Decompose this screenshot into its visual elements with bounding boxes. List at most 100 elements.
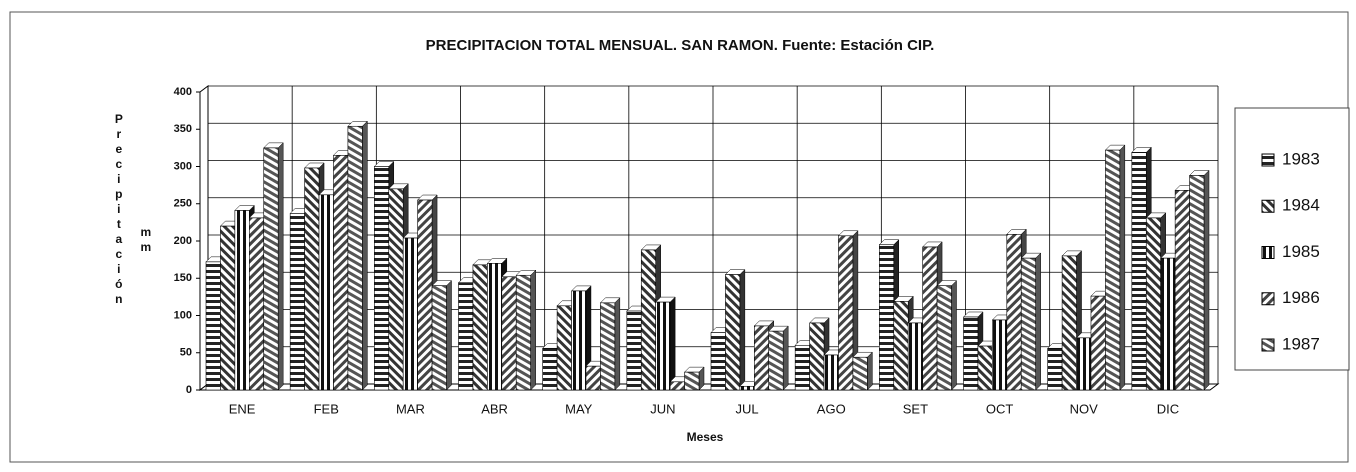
legend-swatch (1261, 338, 1275, 352)
bar-front (501, 276, 517, 391)
bar-front (472, 264, 488, 391)
legend-label: 1987 (1282, 334, 1320, 353)
x-tick-label: SET (903, 401, 928, 416)
bar-front (304, 167, 320, 391)
bar-front (626, 310, 642, 391)
x-tick-label: OCT (986, 401, 1014, 416)
legend-swatch (1261, 246, 1275, 259)
bar (852, 351, 873, 391)
bar-side (739, 268, 746, 391)
bar-front (739, 385, 755, 391)
bar-front (725, 274, 741, 391)
bar-side (782, 325, 789, 391)
bar-side (951, 280, 957, 391)
bar-front (1145, 217, 1162, 391)
bar-front (585, 365, 601, 391)
legend-label: 1984 (1282, 196, 1320, 215)
bar-side (446, 280, 452, 391)
bar-front (922, 246, 938, 391)
y-tick-label: 150 (174, 272, 192, 284)
bar-front (249, 217, 265, 391)
bar-side (614, 297, 621, 391)
bar-front (879, 244, 895, 391)
x-tick-label: DIC (1157, 401, 1179, 416)
y-tick-label: 100 (174, 309, 192, 321)
bar-front (893, 301, 909, 391)
bar-front (977, 345, 993, 391)
bar-front (402, 237, 418, 391)
y-tick-label: 250 (174, 198, 192, 210)
chart-title: PRECIPITACION TOTAL MENSUAL. SAN RAMON. … (426, 37, 935, 54)
bar-front (263, 147, 279, 391)
bar-front (768, 330, 784, 391)
bar-front (205, 261, 221, 391)
y-axis-unit: mm (139, 225, 153, 255)
bar-front (1006, 233, 1022, 391)
bar-front (669, 381, 685, 391)
bar (431, 280, 453, 391)
bar-front (1174, 190, 1190, 391)
bar-side (1119, 144, 1126, 391)
legend-swatch (1261, 292, 1275, 306)
x-tick-label: AGO (817, 401, 846, 416)
bar-front (1047, 347, 1063, 391)
y-tick-label: 200 (174, 235, 192, 247)
bar (724, 268, 746, 391)
bar-front (1105, 149, 1121, 391)
legend-swatch (1261, 153, 1275, 167)
bar-side (1203, 169, 1210, 391)
bar-side (669, 296, 676, 391)
bar (1104, 144, 1126, 391)
bar-front (1131, 152, 1147, 391)
y-tick-label: 300 (174, 160, 192, 172)
bar-front (753, 325, 770, 391)
bar-front (823, 354, 839, 391)
bar-side (1035, 252, 1041, 391)
y-tick-label: 350 (174, 123, 192, 135)
bar-front (794, 344, 810, 391)
bar-side (530, 269, 536, 391)
x-tick-label: JUL (736, 401, 759, 416)
bar (570, 285, 592, 391)
bar-front (417, 199, 433, 391)
bar (347, 120, 368, 391)
y-tick-label: 0 (186, 384, 192, 396)
bar (1020, 252, 1042, 391)
bar-front (374, 166, 390, 391)
x-tick-label: FEB (314, 401, 339, 416)
bar-front (838, 235, 854, 391)
bar-front (388, 188, 404, 391)
bar (683, 366, 705, 391)
bar-front (1090, 295, 1106, 391)
bar-front (936, 285, 952, 391)
bar-front (556, 305, 572, 391)
x-axis-label: Meses (687, 430, 724, 444)
bar-front (318, 194, 334, 391)
legend-box (1234, 107, 1350, 371)
x-tick-label: ABR (481, 401, 508, 416)
x-tick-label: MAR (396, 401, 425, 416)
bar-front (487, 263, 503, 391)
bar-front (289, 213, 305, 391)
bar-front (515, 274, 531, 391)
bar-front (640, 249, 656, 391)
x-tick-label: MAY (565, 401, 593, 416)
bar-front (684, 371, 700, 391)
y-axis-label: Precipitación (112, 112, 126, 307)
bar-side (277, 142, 284, 391)
bar-front (963, 316, 979, 391)
bar-front (809, 322, 825, 391)
bar-front (852, 356, 868, 391)
bar-front (1160, 257, 1176, 391)
bar-side (362, 120, 368, 391)
x-tick-label: NOV (1070, 401, 1099, 416)
bar-front (907, 322, 923, 391)
bar-front (1189, 175, 1205, 391)
x-tick-label: JUN (650, 401, 675, 416)
bar-front (1020, 257, 1036, 391)
bar-front (234, 210, 250, 391)
bar-front (600, 302, 616, 391)
bar-front (220, 225, 236, 391)
bar (936, 280, 958, 391)
